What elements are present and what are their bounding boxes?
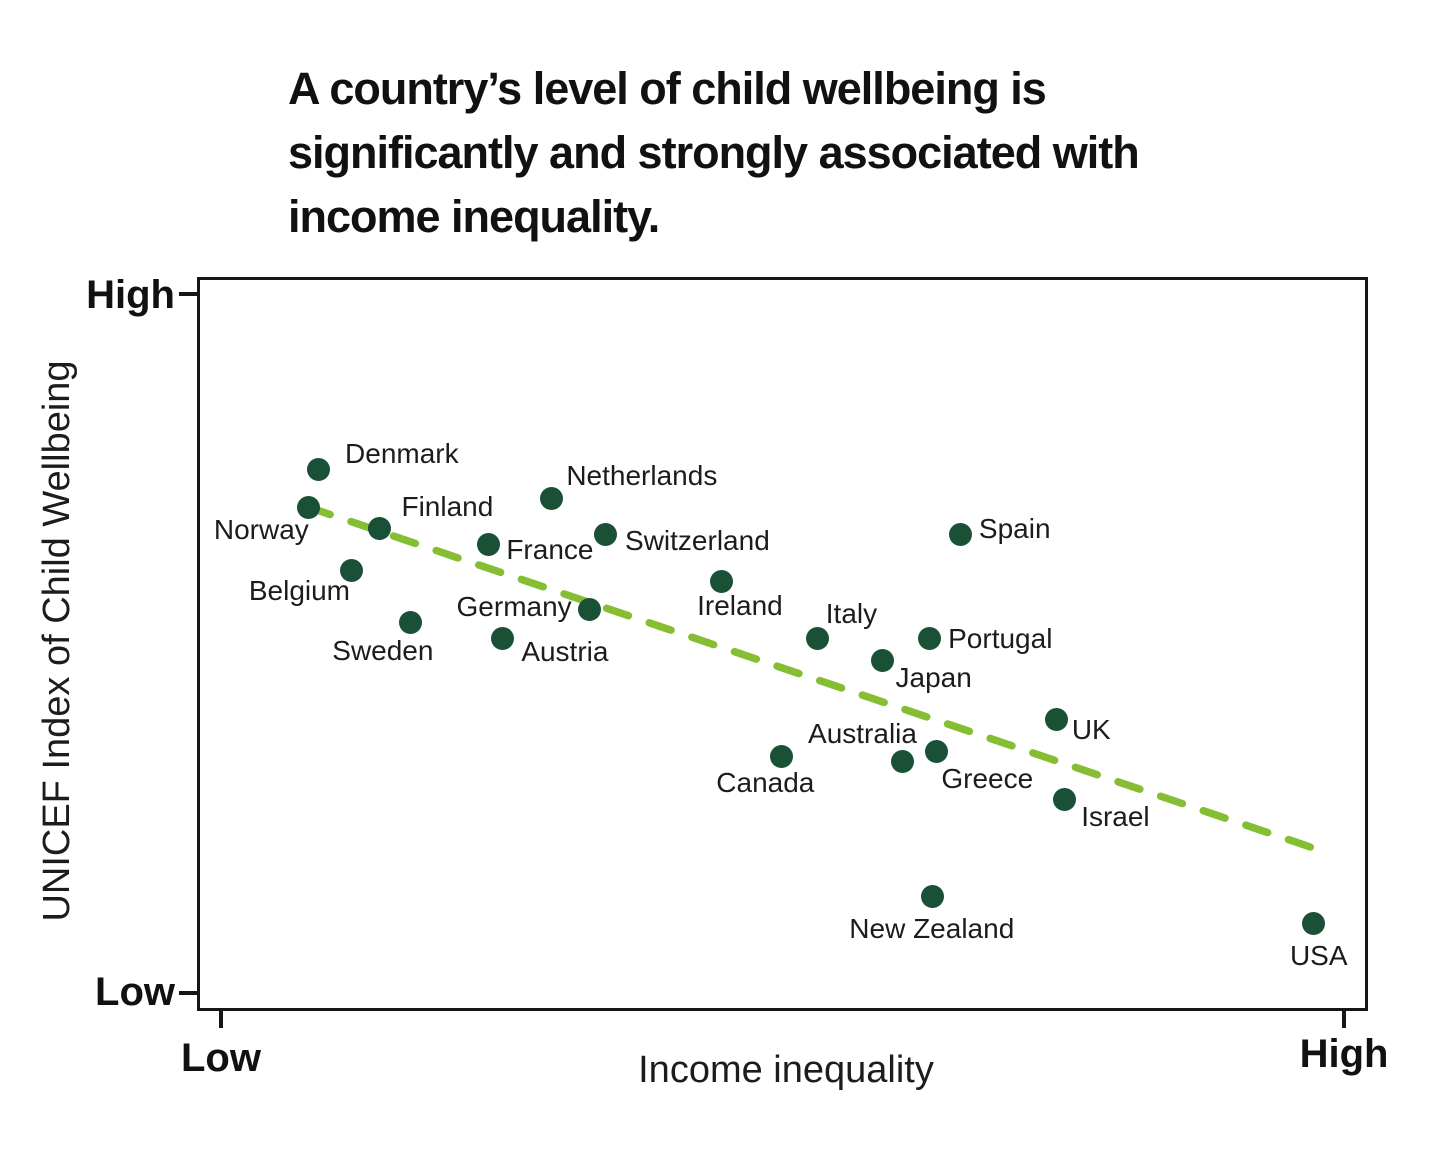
data-point-ireland — [710, 569, 734, 593]
chart-title: A country’s level of child wellbeing is … — [288, 57, 1408, 249]
chart-title-line-1: A country’s level of child wellbeing is — [288, 63, 1047, 114]
data-point-label-canada: Canada — [716, 766, 815, 798]
data-point-label-finland: Finland — [401, 490, 494, 522]
data-point-label-denmark: Denmark — [345, 438, 459, 470]
chart-title-line-3: income inequality. — [288, 191, 660, 242]
data-point-label-belgium: Belgium — [248, 575, 351, 607]
data-point-belgium — [339, 558, 363, 582]
data-point-label-australia: Australia — [808, 717, 917, 749]
data-point-denmark — [307, 457, 331, 481]
data-point-usa — [1302, 912, 1326, 936]
data-point-france — [477, 533, 501, 557]
x-axis-tick-high — [1342, 1011, 1346, 1028]
data-point-australia — [890, 750, 914, 774]
x-axis-title: Income inequality — [638, 1049, 934, 1091]
data-point-label-sweden: Sweden — [332, 634, 434, 666]
x-axis-tick-label-high: High — [1299, 1032, 1389, 1076]
x-axis-tick-label-low: Low — [181, 1036, 261, 1080]
data-point-label-japan: Japan — [895, 661, 972, 693]
data-point-netherlands — [540, 486, 564, 510]
trend-line — [304, 503, 1319, 853]
data-point-uk — [1044, 708, 1068, 732]
data-point-label-netherlands: Netherlands — [566, 460, 718, 492]
data-point-finland — [367, 517, 391, 541]
data-point-portugal — [917, 627, 941, 651]
data-point-label-norway: Norway — [213, 514, 309, 546]
data-point-sweden — [399, 611, 423, 635]
data-point-label-italy: Italy — [825, 597, 878, 629]
data-point-label-uk: UK — [1071, 713, 1111, 745]
y-axis-tick-label-high: High — [86, 273, 175, 317]
data-point-spain — [949, 523, 973, 547]
data-point-norway — [296, 495, 320, 519]
data-point-canada — [769, 745, 793, 769]
plot-area: Denmark Norway Finland Netherlands France Swi… — [197, 277, 1368, 1011]
data-point-label-portugal: Portugal — [948, 622, 1053, 654]
y-axis-tick-low — [179, 991, 197, 995]
data-point-switzerland — [593, 522, 617, 546]
y-axis-title: UNICEF Index of Child Wellbeing — [36, 360, 78, 922]
data-point-label-israel: Israel — [1081, 801, 1150, 833]
data-point-label-ireland: Ireland — [697, 590, 783, 622]
trend-line-layer — [304, 503, 1319, 853]
data-point-germany — [577, 597, 601, 621]
data-point-label-germany: Germany — [456, 591, 572, 623]
data-point-austria — [491, 627, 515, 651]
y-axis-tick-label-low: Low — [95, 970, 175, 1014]
data-point-label-greece: Greece — [941, 763, 1034, 795]
data-point-label-france: France — [506, 533, 594, 565]
x-axis-tick-low — [219, 1011, 223, 1028]
data-point-greece — [924, 739, 948, 763]
data-point-label-austria: Austria — [521, 635, 609, 667]
chart-title-line-2: significantly and strongly associated wi… — [288, 127, 1140, 178]
data-point-label-spain: Spain — [978, 512, 1051, 544]
data-point-israel — [1052, 787, 1076, 811]
data-point-label-usa: USA — [1289, 939, 1348, 971]
data-point-japan — [871, 649, 895, 673]
data-point-italy — [805, 627, 829, 651]
data-point-label-new-zealand: New Zealand — [849, 912, 1015, 944]
data-point-new-zealand — [921, 885, 945, 909]
y-axis-tick-high — [179, 292, 197, 296]
data-point-label-switzerland: Switzerland — [625, 525, 770, 557]
